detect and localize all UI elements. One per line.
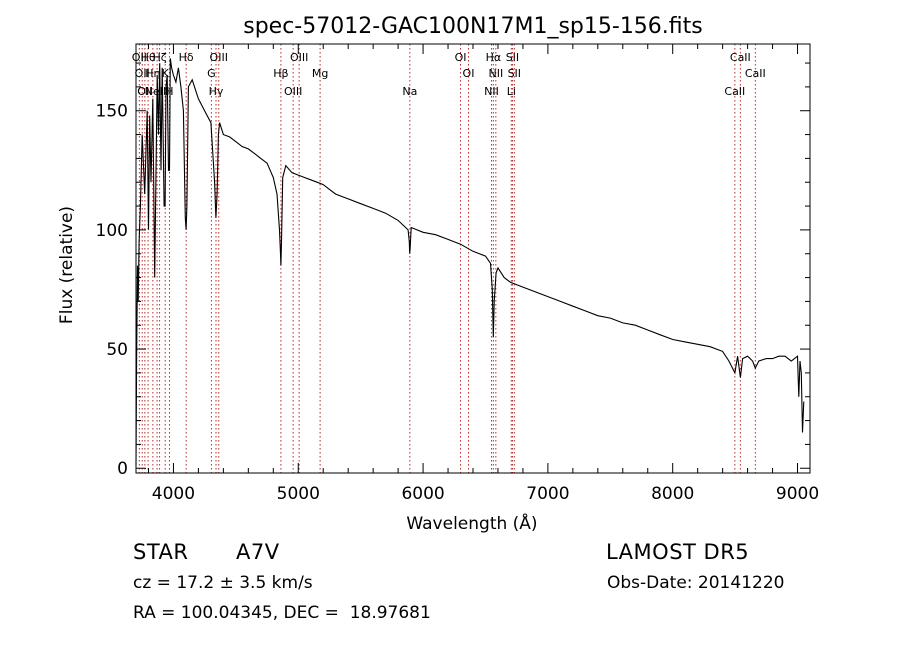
line-label: OI <box>463 67 475 80</box>
x-tick-label: 6000 <box>401 484 444 504</box>
line-label: NII <box>488 67 503 80</box>
line-label: Hζ <box>152 51 166 64</box>
y-tick-label: 100 <box>96 221 128 241</box>
line-label: NII <box>484 85 499 98</box>
x-tick-label: 5000 <box>277 484 320 504</box>
observation-date: Obs-Date: 20141220 <box>607 573 785 593</box>
spectrum-line <box>135 58 805 466</box>
survey-name: LAMOST DR5 <box>606 540 750 564</box>
y-tick-label: 150 <box>96 102 128 122</box>
chart-title: spec-57012-GAC100N17M1_sp15-156.fits <box>243 14 703 39</box>
line-label: OI <box>455 51 467 64</box>
line-label: Li <box>507 85 516 98</box>
line-label: Hη <box>145 67 160 80</box>
line-label: Hθ <box>141 51 156 64</box>
y-axis-label: Flux (relative) <box>57 206 77 324</box>
x-tick-label: 8000 <box>651 484 694 504</box>
line-label: SII <box>506 51 519 64</box>
y-axis: 0 50 100 150 <box>96 62 810 479</box>
redshift-velocity: cz = 17.2 ± 3.5 km/s <box>133 573 313 593</box>
line-label: OIII <box>290 51 308 64</box>
line-label: OII <box>137 85 152 98</box>
line-label: Hγ <box>209 85 224 98</box>
line-label: Mg <box>312 67 328 80</box>
emission-line-labels: OIIOIIOIIHθHηNeIIIHζKHHδGHγOIIIHβOIIIOII… <box>132 51 766 98</box>
line-label: Hβ <box>273 67 288 80</box>
line-label: CaII <box>730 51 751 64</box>
line-label: H <box>165 85 173 98</box>
x-tick-label: 9000 <box>776 484 819 504</box>
line-label: G <box>207 67 216 80</box>
x-tick-label: 7000 <box>526 484 569 504</box>
line-label: CaII <box>745 67 766 80</box>
line-label: OII <box>135 67 150 80</box>
line-label: CaII <box>724 85 745 98</box>
line-label: K <box>162 67 170 80</box>
y-tick-label: 0 <box>117 459 128 479</box>
spectral-subclass: A7V <box>236 540 280 564</box>
line-label: Hα <box>486 51 502 64</box>
plot-frame <box>135 43 811 474</box>
line-label: OIII <box>210 51 228 64</box>
x-axis-label: Wavelength (Å) <box>406 512 537 534</box>
x-tick-label: 4000 <box>152 484 195 504</box>
line-label: SII <box>508 67 521 80</box>
line-label: Na <box>402 85 417 98</box>
line-label: OIII <box>284 85 302 98</box>
emission-line-markers <box>138 44 756 473</box>
coordinates: RA = 100.04345, DEC = 18.97681 <box>133 603 431 623</box>
x-axis: 4000 5000 6000 7000 8000 9000 <box>147 44 819 504</box>
object-class: STAR <box>133 540 189 564</box>
line-label: Hδ <box>179 51 194 64</box>
y-tick-label: 50 <box>106 340 128 360</box>
